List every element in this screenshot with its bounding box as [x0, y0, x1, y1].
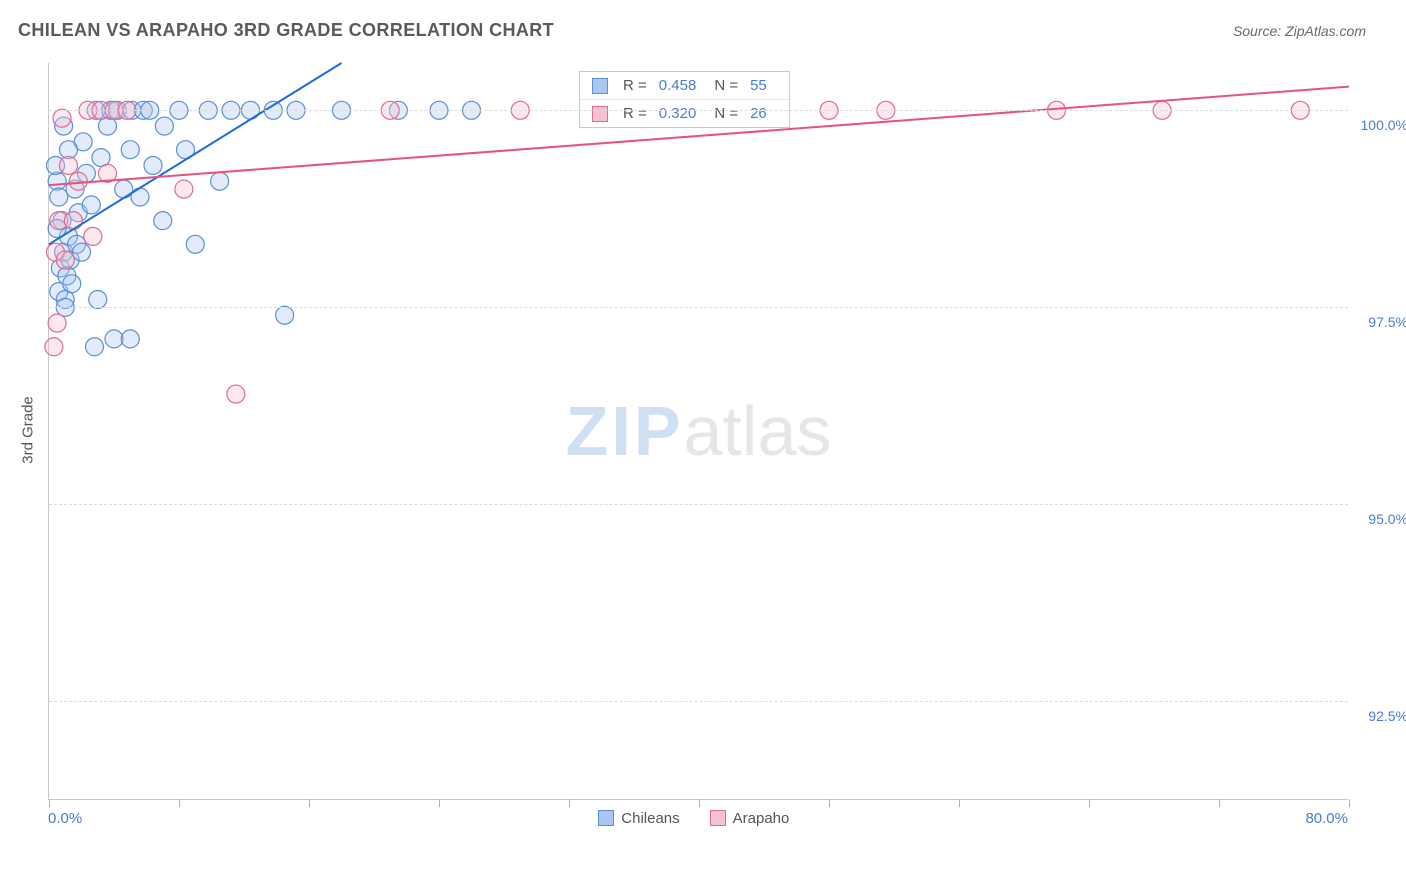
x-tick — [1089, 799, 1090, 807]
gridline-h — [49, 504, 1348, 505]
data-point-chileans — [63, 275, 81, 293]
x-min-label: 0.0% — [48, 810, 82, 827]
data-point-arapaho — [84, 227, 102, 245]
stats-n-value: 55 — [750, 77, 767, 94]
data-point-chileans — [144, 156, 162, 174]
x-tick — [49, 799, 50, 807]
stats-row: R = 0.458 N = 55 — [580, 72, 789, 99]
stats-r-value: 0.458 — [659, 77, 697, 94]
data-point-chileans — [276, 306, 294, 324]
data-point-arapaho — [227, 385, 245, 403]
y-axis-label: 3rd Grade — [20, 396, 37, 464]
legend-swatch — [710, 810, 726, 826]
data-point-chileans — [50, 188, 68, 206]
y-tick-label: 92.5% — [1353, 708, 1406, 724]
legend-label: Arapaho — [733, 810, 790, 827]
y-tick-label: 100.0% — [1353, 117, 1406, 133]
stats-n-label: N = — [714, 105, 738, 122]
stats-r-label: R = — [623, 105, 647, 122]
legend-bottom: Chileans Arapaho — [598, 810, 789, 827]
stats-r-label: R = — [623, 77, 647, 94]
legend-label: Chileans — [621, 810, 679, 827]
x-tick — [699, 799, 700, 807]
data-point-chileans — [82, 196, 100, 214]
x-tick — [439, 799, 440, 807]
stats-row: R = 0.320 N = 26 — [580, 99, 789, 127]
scatter-plot: ZIPatlas R =0.458N =55R =0.320N =26 92.5… — [48, 63, 1348, 800]
stats-n-label: N = — [714, 77, 738, 94]
stats-box: R = 0.458 N = 55 R = 0.320 N = 26 — [579, 71, 790, 128]
x-tick — [569, 799, 570, 807]
x-tick — [959, 799, 960, 807]
data-point-arapaho — [56, 251, 74, 269]
data-point-arapaho — [69, 172, 87, 190]
legend-swatch — [598, 810, 614, 826]
data-point-arapaho — [64, 212, 82, 230]
data-point-chileans — [105, 330, 123, 348]
gridline-h — [49, 110, 1348, 111]
plot-area: ZIPatlas R =0.458N =55R =0.320N =26 92.5… — [48, 63, 1348, 800]
gridline-h — [49, 701, 1348, 702]
data-point-chileans — [121, 330, 139, 348]
source-prefix: Source: — [1233, 23, 1285, 39]
x-axis-footer: 0.0% Chileans Arapaho 80.0% — [48, 810, 1348, 827]
data-point-chileans — [121, 141, 139, 159]
x-max-label: 80.0% — [1305, 810, 1348, 827]
data-point-chileans — [115, 180, 133, 198]
data-point-arapaho — [45, 338, 63, 356]
data-point-chileans — [73, 243, 91, 261]
data-point-arapaho — [175, 180, 193, 198]
data-point-chileans — [89, 290, 107, 308]
chart-title: CHILEAN VS ARAPAHO 3RD GRADE CORRELATION… — [18, 20, 554, 41]
data-point-arapaho — [53, 109, 71, 127]
legend-item: Arapaho — [710, 810, 790, 827]
x-tick — [1219, 799, 1220, 807]
stats-swatch — [592, 78, 608, 94]
source-link[interactable]: ZipAtlas.com — [1285, 23, 1366, 39]
stats-swatch — [592, 106, 608, 122]
stats-r-value: 0.320 — [659, 105, 697, 122]
data-point-chileans — [154, 212, 172, 230]
y-tick-label: 95.0% — [1353, 511, 1406, 527]
x-tick — [1349, 799, 1350, 807]
data-point-chileans — [155, 117, 173, 135]
x-tick — [179, 799, 180, 807]
data-point-chileans — [186, 235, 204, 253]
gridline-h — [49, 307, 1348, 308]
source-attribution: Source: ZipAtlas.com — [1233, 23, 1366, 39]
x-tick — [309, 799, 310, 807]
stats-n-value: 26 — [750, 105, 767, 122]
data-point-chileans — [211, 172, 229, 190]
points-layer — [49, 63, 1349, 800]
y-tick-label: 97.5% — [1353, 314, 1406, 330]
x-tick — [829, 799, 830, 807]
data-point-arapaho — [48, 314, 66, 332]
data-point-arapaho — [60, 156, 78, 174]
data-point-chileans — [86, 338, 104, 356]
legend-item: Chileans — [598, 810, 679, 827]
data-point-chileans — [48, 172, 66, 190]
